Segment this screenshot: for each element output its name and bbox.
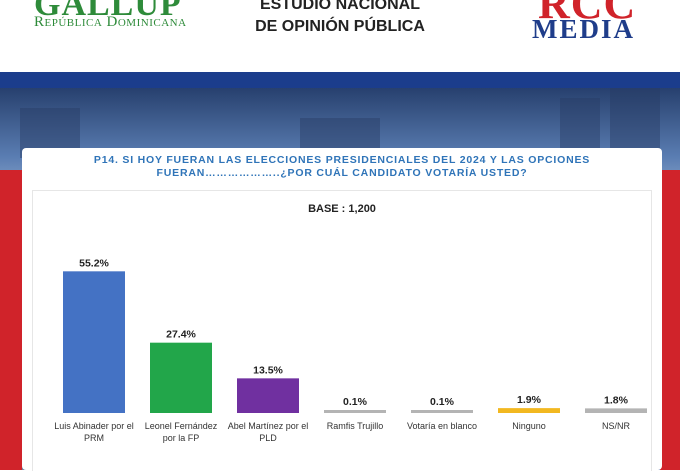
category-label-3: Abel Martínez por el <box>228 421 309 431</box>
plot-area: BASE : 1,200 55.2% Luis Abinader por el PR… <box>32 190 652 471</box>
chart-title: P14. SI HOY FUERAN LAS ELECCIONES PRESID… <box>72 154 612 180</box>
gallup-logo: GALLUP <box>34 0 182 23</box>
category-label-4: Ramfis Trujillo <box>327 421 384 431</box>
bar-chart: 55.2% Luis Abinader por el PRM 27.4% Leonel … <box>54 257 647 443</box>
category-label-6: Ninguno <box>512 421 546 431</box>
bar-4 <box>324 410 386 413</box>
bar-3 <box>237 378 299 413</box>
gallup-subtitle: República Dominicana <box>34 14 187 30</box>
header-divider-band <box>0 72 680 88</box>
category-label-3: PLD <box>259 433 277 443</box>
category-label-2: por la FP <box>163 433 200 443</box>
value-label-1: 55.2% <box>79 257 109 269</box>
value-label-6: 1.9% <box>517 394 542 406</box>
right-red-accent <box>660 170 680 470</box>
value-label-4: 0.1% <box>343 396 368 408</box>
header: GALLUP República Dominicana ESTUDIO NACI… <box>0 0 680 72</box>
study-title-line-2: DE OPINIÓN PÚBLICA <box>255 18 425 35</box>
value-label-2: 27.4% <box>166 329 196 341</box>
left-red-accent <box>0 170 22 470</box>
base-label: BASE : 1,200 <box>308 203 376 215</box>
chart-panel: P14. SI HOY FUERAN LAS ELECCIONES PRESID… <box>22 148 662 471</box>
value-label-5: 0.1% <box>430 396 455 408</box>
bar-1 <box>63 271 125 413</box>
chart-title-line-2: FUERAN………………..¿POR CUÁL CANDIDATO VOTARÍ… <box>156 167 528 179</box>
building-shape <box>300 118 380 148</box>
study-title-line-1: ESTUDIO NACIONAL <box>260 0 420 13</box>
category-label-7: NS/NR <box>602 421 631 431</box>
category-label-1: Luis Abinader por el <box>54 421 134 431</box>
category-label-2: Leonel Fernández <box>145 421 218 431</box>
bar-2 <box>150 342 212 413</box>
bar-7 <box>585 408 647 413</box>
category-label-5: Votaría en blanco <box>407 421 477 431</box>
rcc-media-logo: MEDIA <box>532 14 635 44</box>
value-label-7: 1.8% <box>604 394 629 406</box>
rcc-logo: RCC <box>538 0 637 28</box>
bar-6 <box>498 408 560 413</box>
study-title: ESTUDIO NACIONAL DE OPINIÓN PÚBLICA <box>220 0 460 38</box>
category-label-1: PRM <box>84 433 104 443</box>
bar-5 <box>411 410 473 413</box>
chart-title-line-1: P14. SI HOY FUERAN LAS ELECCIONES PRESID… <box>93 154 591 166</box>
value-label-3: 13.5% <box>253 364 283 376</box>
